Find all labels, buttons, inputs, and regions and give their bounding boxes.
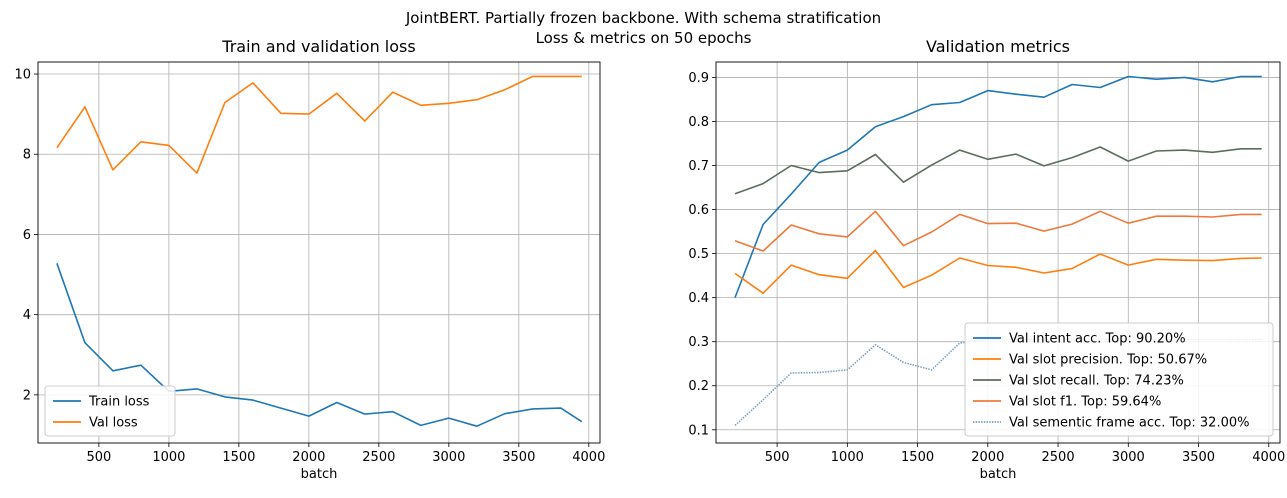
y-tick-label: 0.3: [688, 335, 709, 350]
legend-label: Train loss: [88, 395, 150, 410]
x-tick-label: 2000: [971, 450, 1004, 465]
legend: Val intent acc. Top: 90.20% Val slot prec…: [964, 322, 1274, 437]
legend-label: Val slot f1. Top: 59.64%: [1009, 395, 1161, 410]
x-tick-label: 3500: [502, 450, 535, 465]
figure-suptitle: JointBERT. Partially frozen backbone. Wi…: [0, 8, 1287, 48]
chart-panel-2: Validation metrics 500 1000 1500 2000 2500 300…: [688, 37, 1285, 482]
suptitle-line-2: Loss & metrics on 50 epochs: [535, 29, 752, 47]
y-tick-label: 0.2: [688, 379, 709, 394]
y-tick-label: 2: [23, 388, 31, 403]
x-tick-label: 500: [765, 450, 790, 465]
x-tick-label: 2500: [362, 450, 395, 465]
x-tick-label: 4000: [572, 450, 605, 465]
legend-box: [964, 322, 1274, 437]
x-tick-label: 2000: [292, 450, 325, 465]
y-tick-label: 0.6: [688, 203, 709, 218]
y-tick-label: 0.4: [688, 291, 709, 306]
x-tick-label: 1000: [152, 450, 185, 465]
x-axis-label: batch: [301, 467, 338, 482]
y-tick-label: 4: [23, 308, 31, 323]
y-tick-label: 0.9: [688, 71, 709, 86]
series-line-2: [734, 249, 1262, 295]
legend-label: Val intent acc. Top: 90.20%: [1009, 332, 1186, 347]
legend: Train loss Val loss: [44, 385, 176, 437]
axes-frame: [37, 61, 601, 444]
x-axis-label: batch: [980, 467, 1017, 482]
x-tick-label: 2500: [1042, 450, 1075, 465]
series-line-4: [734, 210, 1262, 252]
series-line-2: [56, 75, 582, 174]
legend-label: Val slot precision. Top: 50.67%: [1009, 353, 1207, 368]
y-tick-label: 6: [23, 228, 31, 243]
x-tick-label: 3500: [1182, 450, 1215, 465]
y-tick-label: 0.8: [688, 115, 709, 130]
y-tick-label: 8: [23, 148, 31, 163]
series-line-1: [734, 75, 1262, 298]
x-tick-label: 3000: [432, 450, 465, 465]
legend-label: Val loss: [89, 416, 138, 431]
x-tick-label: 500: [86, 450, 111, 465]
series-line-3: [734, 146, 1262, 195]
legend-label: Val sementic frame acc. Top: 32.00%: [1009, 416, 1249, 431]
x-tick-label: 3000: [1112, 450, 1145, 465]
axes-frame: [715, 61, 1281, 444]
y-tick-label: 0.5: [688, 247, 709, 262]
y-tick-label: 0.1: [688, 423, 709, 438]
legend-box: [44, 385, 176, 437]
suptitle-line-1: JointBERT. Partially frozen backbone. Wi…: [405, 9, 882, 27]
x-tick-label: 1500: [222, 450, 255, 465]
chart-title: Train and validation loss: [221, 37, 415, 56]
y-tick-label: 10: [14, 68, 31, 83]
chart-title: Validation metrics: [926, 37, 1070, 56]
y-tick-label: 0.7: [688, 159, 709, 174]
x-tick-label: 1000: [831, 450, 864, 465]
x-tick-label: 4000: [1252, 450, 1285, 465]
legend-label: Val slot recall. Top: 74.23%: [1009, 374, 1184, 389]
chart-panel-1: Train and validation loss 500 1000 1500 2000…: [14, 37, 605, 482]
x-tick-label: 1500: [901, 450, 934, 465]
series-line-1: [56, 263, 583, 428]
